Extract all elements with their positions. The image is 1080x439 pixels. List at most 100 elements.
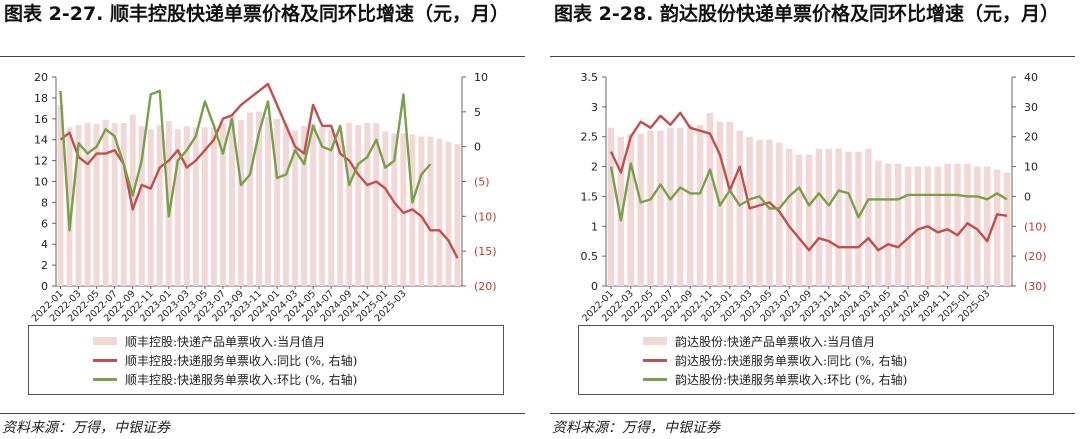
legend-label: 韵达股份:快递服务单票收入:同比 (%, 右轴) xyxy=(675,353,908,368)
bar xyxy=(776,142,783,286)
bar xyxy=(855,151,862,286)
bar xyxy=(382,131,389,286)
bar xyxy=(845,151,852,286)
bar xyxy=(156,125,163,286)
bar xyxy=(283,122,290,286)
bar xyxy=(667,127,674,286)
chart-legend: 韵达股份:快递产品单票收入:当月值月 韵达股份:快递服务单票收入:同比 (%, … xyxy=(578,325,1054,395)
bar xyxy=(454,143,461,286)
legend-swatch-mom xyxy=(93,377,117,381)
bar xyxy=(617,136,625,286)
chart-legend: 顺丰控股:快递产品单票收入:当月值月 顺丰控股:快递服务单票收入:同比 (%, … xyxy=(28,325,504,395)
bar xyxy=(677,127,684,286)
panel-sf: 图表 2-27. 顺丰控股快递单票价格及同环比增速（元，月） 0 2 4 6 8 10 12… xyxy=(0,0,530,439)
legend-item-mom: 韵达股份:快递服务单票收入:环比 (%, 右轴) xyxy=(643,370,907,388)
legend-swatch-bar xyxy=(643,337,667,345)
bar xyxy=(766,139,773,286)
legend-label: 韵达股份:快递服务单票收入:环比 (%, 右轴) xyxy=(675,372,908,387)
bar xyxy=(400,133,407,286)
legend-label: 顺丰控股:快递服务单票收入:环比 (%, 右轴) xyxy=(125,372,358,387)
panel-yunda: 图表 2-28. 韵达股份快递单票价格及同环比增速（元，月） 0 0.5 1 1.5 2… xyxy=(550,0,1080,439)
bar xyxy=(875,160,882,286)
y-left-tick-label: 0 xyxy=(41,280,48,293)
bar xyxy=(120,122,127,286)
bar xyxy=(647,130,654,286)
legend-swatch-yoy xyxy=(643,358,667,362)
legend-label: 顺丰控股:快递产品单票收入:当月值月 xyxy=(125,334,326,349)
bar xyxy=(66,127,73,286)
y-right-tick-label: (10) xyxy=(474,210,497,223)
bar xyxy=(637,133,644,286)
yunda-chart: 00.511.522.533.5 403020100(10)(20)(30)202… xyxy=(580,71,1047,324)
y-right-tick-label: (10) xyxy=(1024,220,1047,233)
bar xyxy=(815,148,823,286)
bar xyxy=(192,127,199,286)
source-rule xyxy=(550,413,1075,414)
bar xyxy=(274,118,281,286)
y-left-tick-label: 16 xyxy=(34,113,48,126)
y-right-tick-label: (20) xyxy=(1024,250,1047,263)
bar xyxy=(805,154,813,286)
y-right-tick-label: (5) xyxy=(474,176,490,189)
y-right-tick-label: 0 xyxy=(1024,190,1031,203)
y-left-tick-label: 1 xyxy=(591,220,598,233)
bar xyxy=(391,133,398,286)
bar xyxy=(427,136,434,286)
bar xyxy=(346,122,353,286)
bar xyxy=(301,126,308,287)
legend-swatch-yoy xyxy=(93,358,117,362)
bar xyxy=(210,127,217,286)
legend-item-yoy: 韵达股份:快递服务单票收入:同比 (%, 右轴) xyxy=(643,351,907,369)
bar xyxy=(418,136,425,286)
bar xyxy=(726,121,734,287)
bar xyxy=(138,126,145,287)
bar xyxy=(237,119,244,286)
y-left-tick-label: 3.5 xyxy=(581,71,599,84)
y-left-tick-label: 2 xyxy=(591,161,598,174)
y-left-tick-label: 3 xyxy=(591,101,598,114)
bar xyxy=(835,148,842,286)
y-left-tick-label: 4 xyxy=(41,238,48,251)
bar xyxy=(696,124,704,287)
bar xyxy=(183,126,190,287)
legend-swatch-bar xyxy=(93,337,117,345)
bar xyxy=(219,122,226,286)
bar xyxy=(319,127,326,286)
bar xyxy=(147,129,154,286)
bar xyxy=(292,130,299,286)
bar xyxy=(736,130,743,286)
y-right-tick-label: 5 xyxy=(474,106,481,119)
bar xyxy=(436,138,443,286)
bar xyxy=(914,166,922,286)
bar xyxy=(174,129,181,286)
y-left-tick-label: 0.5 xyxy=(581,250,599,263)
title-rule xyxy=(0,56,525,57)
chart-title: 图表 2-27. 顺丰控股快递单票价格及同环比增速（元，月） xyxy=(4,3,509,25)
bar xyxy=(686,124,694,287)
bar xyxy=(974,166,981,286)
source-rule xyxy=(0,413,525,414)
y-right-tick-label: (20) xyxy=(474,280,497,293)
line-mom xyxy=(609,162,1008,222)
y-right-tick-label: (30) xyxy=(1024,280,1047,293)
y-left-tick-label: 20 xyxy=(34,71,48,84)
bar xyxy=(445,141,452,286)
title-rule xyxy=(550,56,1075,57)
chart-title: 图表 2-28. 韵达股份快递单票价格及同环比增速（元，月） xyxy=(554,3,1059,25)
bar xyxy=(706,112,714,286)
y-left-tick-label: 12 xyxy=(34,155,48,168)
bar xyxy=(993,169,1001,286)
bar xyxy=(894,163,902,286)
source-note: 资料来源：万得，中银证券 xyxy=(2,420,170,436)
y-left-tick-label: 14 xyxy=(34,134,48,147)
bar xyxy=(1003,172,1011,286)
y-right-tick-label: 40 xyxy=(1024,71,1038,84)
bar xyxy=(373,122,380,286)
bar xyxy=(93,124,100,287)
bar xyxy=(364,122,371,286)
bar xyxy=(228,115,235,286)
bar xyxy=(129,114,136,286)
bar xyxy=(627,133,635,286)
y-right-tick-label: (15) xyxy=(474,245,497,258)
bar xyxy=(201,127,208,286)
